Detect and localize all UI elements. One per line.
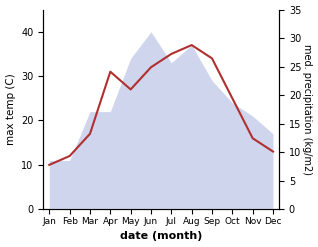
Y-axis label: max temp (C): max temp (C) bbox=[5, 74, 16, 145]
X-axis label: date (month): date (month) bbox=[120, 231, 202, 242]
Y-axis label: med. precipitation (kg/m2): med. precipitation (kg/m2) bbox=[302, 44, 313, 175]
